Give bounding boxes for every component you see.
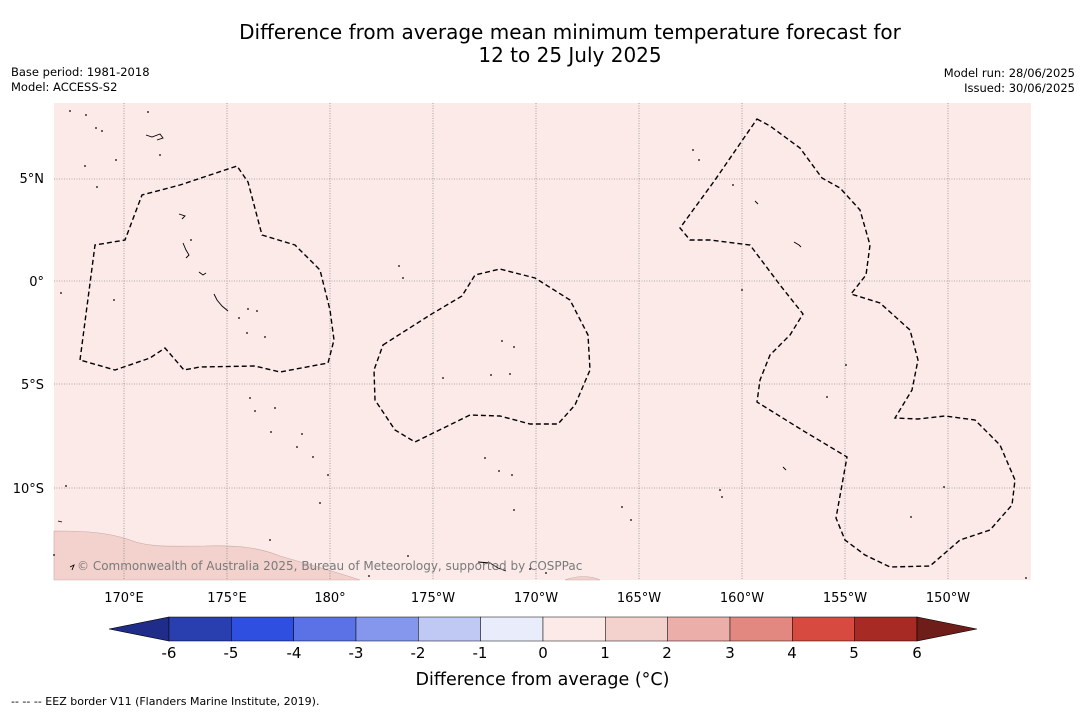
colorbar-segment [355, 616, 419, 642]
lat-label: 5°N [20, 172, 45, 187]
eez-border-line-islands [679, 118, 1016, 568]
island [793, 241, 802, 248]
colorbar-extend-low [108, 616, 170, 642]
meta-left: Base period: 1981-2018 Model: ACCESS-S2 [11, 65, 150, 94]
island [69, 564, 75, 571]
colorbar-segment [542, 616, 606, 642]
cb-tick-label: 3 [725, 644, 735, 662]
lat-label: 5°S [21, 378, 44, 393]
eez-border-kiribati-gilbert [79, 165, 335, 373]
lat-label: 10°S [13, 482, 44, 497]
colorbar-tick-labels: -6 -5 -4 -3 -2 -1 0 1 2 3 4 5 6 [162, 644, 922, 662]
cb-tick-label: -6 [162, 644, 177, 662]
colorbar-segment [418, 616, 481, 642]
colorbar-segment [605, 616, 668, 642]
chart-title: Difference from average mean minimum tem… [0, 21, 1085, 67]
cb-tick-label: 6 [912, 644, 922, 662]
cb-tick-label: 1 [600, 644, 610, 662]
island [57, 520, 63, 523]
island-dots [53, 110, 1027, 579]
lon-label: 160°W [720, 591, 764, 606]
meta-right: Model run: 28/06/2025 Issued: 30/06/2025 [944, 66, 1075, 95]
lat-label: 0° [29, 275, 44, 290]
longitude-labels: 170°E 175°E 180° 175°W 170°W 165°W 160°W… [104, 591, 970, 606]
title-line-1: Difference from average mean minimum tem… [239, 20, 901, 44]
colorbar-segment [480, 616, 544, 642]
colorbar-extend-high [916, 616, 978, 642]
eez-legend-text: -- -- -- EEZ border V11 (Flanders Marine… [11, 695, 320, 708]
title-line-2: 12 to 25 July 2025 [478, 43, 662, 67]
lon-label: 150°W [926, 591, 970, 606]
cb-tick-label: -1 [473, 644, 488, 662]
colorbar-segment [168, 616, 232, 642]
cb-tick-label: 4 [787, 644, 797, 662]
island [213, 293, 229, 312]
lon-label: 175°W [411, 591, 455, 606]
island [477, 561, 507, 572]
colorbar-segment [667, 616, 731, 642]
colorbar-title: Difference from average (°C) [415, 670, 670, 690]
colorbar-segment [792, 616, 855, 642]
model-run: Model run: 28/06/2025 [943, 66, 1075, 80]
cb-tick-label: -4 [287, 644, 302, 662]
lon-label: 180° [314, 591, 345, 606]
model-name: Model: ACCESS-S2 [11, 79, 118, 94]
island-outlines [57, 133, 802, 572]
colorbar-segment [729, 616, 793, 642]
land-area-small [564, 576, 601, 581]
colorbar [108, 616, 978, 642]
map-background [54, 103, 1031, 580]
issued-date: Issued: 30/06/2025 [964, 80, 1075, 95]
island [182, 242, 190, 259]
copyright-text: © Commonwealth of Australia 2025, Bureau… [77, 559, 582, 573]
colorbar-segment [854, 616, 918, 642]
island [198, 271, 207, 276]
cb-tick-label: 2 [662, 644, 672, 662]
lon-label: 170°W [514, 591, 558, 606]
cb-tick-label: -3 [349, 644, 364, 662]
lon-label: 165°W [617, 591, 661, 606]
lon-label: 155°W [823, 591, 867, 606]
cb-tick-label: -5 [224, 644, 239, 662]
eez-borders [79, 118, 1016, 568]
latitude-labels: 5°N 0° 5°S 10°S [13, 172, 44, 497]
colorbar-segment [231, 616, 294, 642]
island [178, 213, 186, 220]
base-period: Base period: 1981-2018 [11, 65, 150, 79]
cb-tick-label: 0 [538, 644, 548, 662]
colorbar-segment [293, 616, 357, 642]
cb-tick-label: -2 [411, 644, 426, 662]
cb-tick-label: 5 [849, 644, 859, 662]
eez-border-phoenix [373, 268, 591, 443]
island [782, 466, 787, 471]
lon-label: 170°E [104, 591, 144, 606]
island [145, 133, 164, 141]
lon-label: 175°E [207, 591, 247, 606]
gridlines [54, 103, 1031, 580]
land-area [53, 530, 361, 581]
island [754, 200, 759, 205]
